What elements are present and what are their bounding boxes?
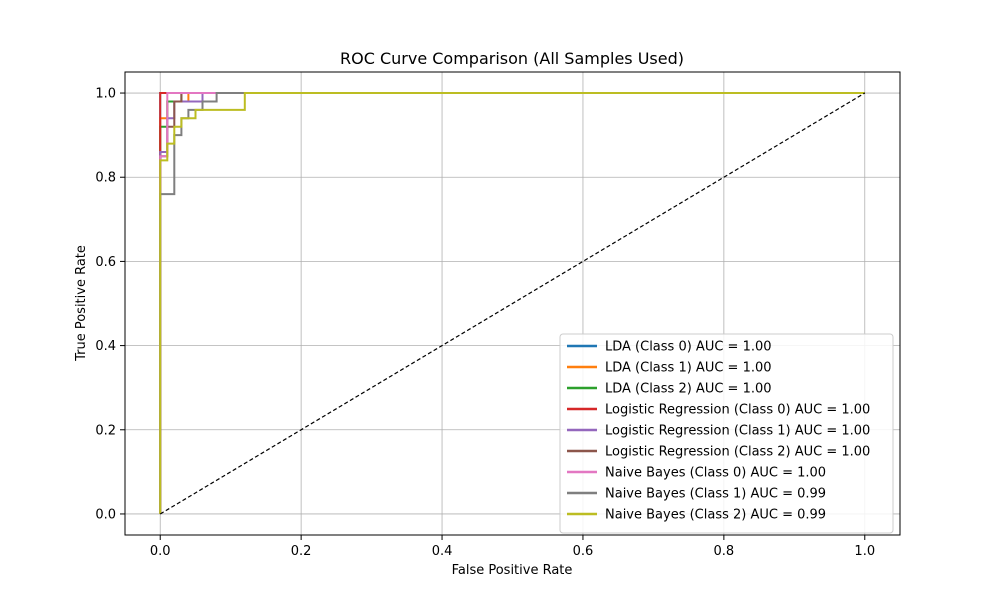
x-tick-label: 0.8 bbox=[714, 544, 735, 559]
y-tick-label: 0.0 bbox=[95, 507, 116, 522]
y-tick-label: 0.2 bbox=[95, 423, 116, 438]
legend-entry-label: Logistic Regression (Class 0) AUC = 1.00 bbox=[605, 403, 870, 418]
legend-entry-label: Naive Bayes (Class 1) AUC = 0.99 bbox=[605, 487, 826, 502]
y-tick-label: 0.6 bbox=[95, 255, 116, 270]
legend-entry-label: LDA (Class 0) AUC = 1.00 bbox=[605, 340, 772, 355]
y-tick-label: 0.4 bbox=[95, 339, 116, 354]
roc-series-9 bbox=[159, 92, 865, 514]
x-tick-label: 0.4 bbox=[432, 544, 453, 559]
y-tick-label: 1.0 bbox=[95, 87, 116, 102]
legend: LDA (Class 0) AUC = 1.00 LDA (Class 1) AU… bbox=[559, 333, 894, 534]
x-tick-label: 0.6 bbox=[573, 544, 594, 559]
legend-entry-label: Logistic Regression (Class 1) AUC = 1.00 bbox=[605, 424, 870, 439]
series-layer bbox=[159, 92, 866, 515]
roc-series-8 bbox=[159, 92, 865, 514]
y-axis-title: True Positive Rate bbox=[74, 245, 89, 362]
x-tick-label: 1.0 bbox=[854, 544, 875, 559]
chart-title: ROC Curve Comparison (All Samples Used) bbox=[340, 49, 684, 68]
legend-box bbox=[559, 333, 894, 534]
x-tick-label: 0.0 bbox=[150, 544, 171, 559]
tick-layer: 0.0 0.2 0.4 0.6 0.8 1.0 0.0 0.2 0.4 0.6 0.8 1.0 bbox=[95, 87, 875, 559]
legend-entry-label: LDA (Class 1) AUC = 1.00 bbox=[605, 361, 772, 376]
chance-diagonal-line bbox=[159, 92, 866, 515]
plot-frame bbox=[124, 71, 901, 536]
y-tick-label: 0.8 bbox=[95, 171, 116, 186]
x-tick-label: 0.2 bbox=[291, 544, 312, 559]
legend-entry-label: Naive Bayes (Class 0) AUC = 1.00 bbox=[605, 466, 826, 481]
legend-entry-label: Logistic Regression (Class 2) AUC = 1.00 bbox=[605, 445, 870, 460]
legend-entry-label: Naive Bayes (Class 2) AUC = 0.99 bbox=[605, 508, 826, 523]
x-axis-title: False Positive Rate bbox=[452, 563, 573, 578]
legend-entry-label: LDA (Class 2) AUC = 1.00 bbox=[605, 382, 772, 397]
